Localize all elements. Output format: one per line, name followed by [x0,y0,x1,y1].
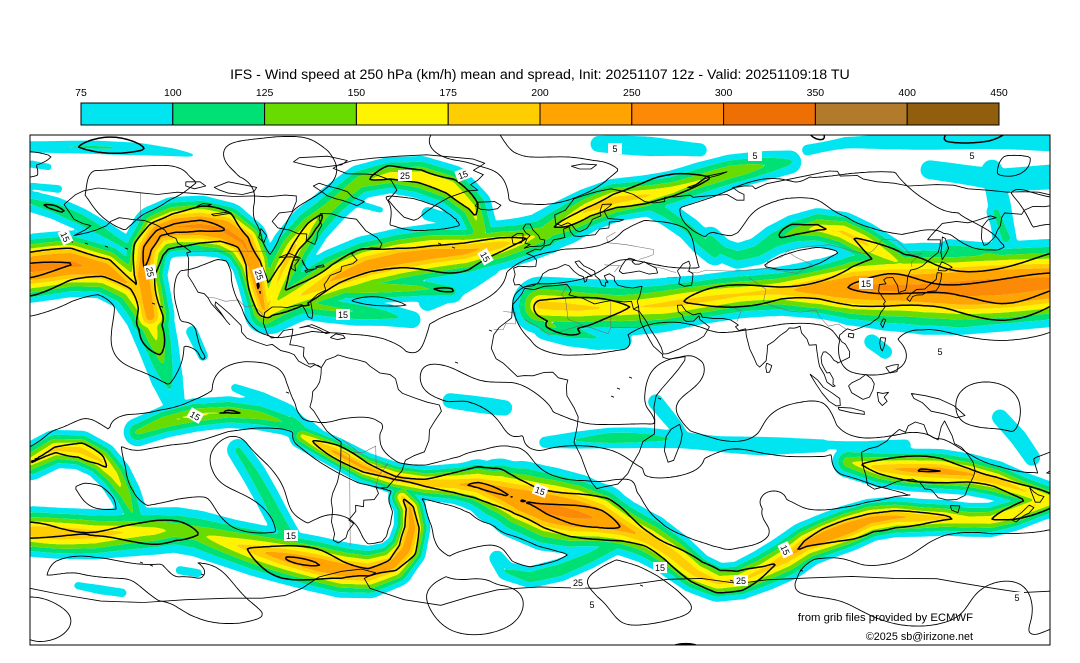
svg-text:from grib files provided by EC: from grib files provided by ECMWF [798,612,973,624]
svg-text:250: 250 [623,87,641,99]
svg-text:5: 5 [1014,593,1019,603]
svg-text:75: 75 [75,87,87,99]
svg-text:5: 5 [589,600,594,610]
svg-text:15: 15 [338,310,348,320]
svg-text:200: 200 [531,87,549,99]
svg-text:25: 25 [253,269,266,282]
svg-text:5: 5 [752,151,757,161]
svg-text:15: 15 [188,409,202,423]
svg-text:125: 125 [256,87,274,99]
svg-text:5: 5 [937,347,942,357]
svg-text:25: 25 [736,576,746,586]
svg-text:15: 15 [286,531,296,541]
svg-text:15: 15 [534,485,547,498]
svg-text:©2025 sb@irizone.net: ©2025 sb@irizone.net [866,631,973,643]
svg-text:5: 5 [969,151,974,161]
svg-text:5: 5 [612,144,617,154]
svg-text:15: 15 [58,230,71,243]
svg-text:15: 15 [861,279,871,289]
svg-text:400: 400 [898,87,916,99]
svg-text:450: 450 [990,87,1008,99]
svg-text:150: 150 [348,87,366,99]
svg-text:350: 350 [807,87,825,99]
svg-text:300: 300 [715,87,733,99]
svg-text:25: 25 [400,171,410,181]
svg-text:25: 25 [573,578,583,588]
svg-text:15: 15 [655,563,665,573]
svg-text:175: 175 [439,87,457,99]
svg-text:15: 15 [778,543,791,556]
svg-text:25: 25 [144,266,156,278]
svg-text:15: 15 [457,169,470,182]
svg-text:15: 15 [478,250,492,264]
svg-text:100: 100 [164,87,182,99]
svg-text:IFS - Wind speed at 250 hPa (k: IFS - Wind speed at 250 hPa (km/h) mean … [230,67,850,83]
